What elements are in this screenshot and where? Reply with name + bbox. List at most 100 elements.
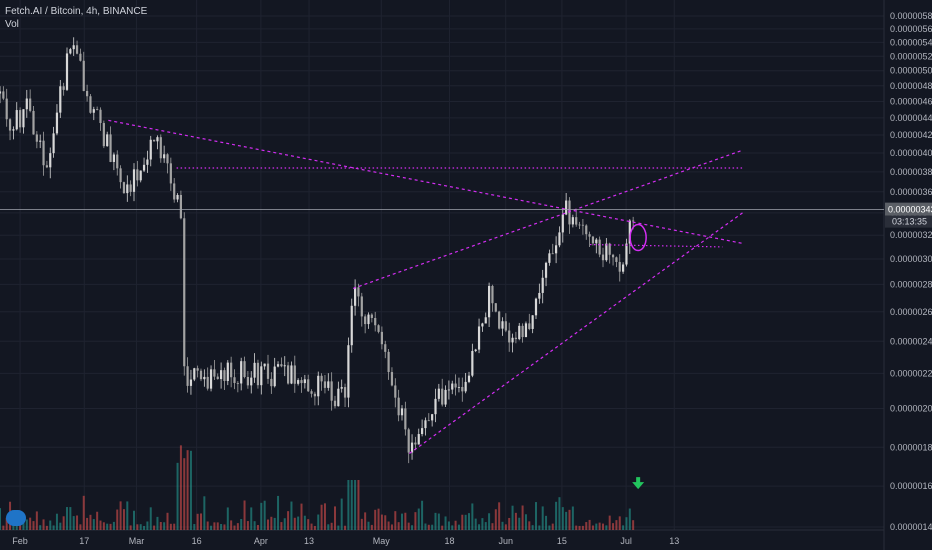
- candle-body: [19, 110, 22, 128]
- tradingview-logo-icon[interactable]: [6, 510, 26, 526]
- volume-bar: [571, 506, 574, 530]
- candle-body: [0, 91, 2, 94]
- volume-bar: [384, 515, 387, 530]
- highlight-ellipse[interactable]: [629, 223, 647, 252]
- volume-bar: [5, 517, 8, 530]
- candle-body: [89, 96, 92, 113]
- volume-bar: [233, 525, 236, 530]
- candle-body: [263, 363, 266, 367]
- x-tick-label: 13: [669, 536, 679, 546]
- volume-bar: [514, 512, 517, 530]
- volume-bar: [159, 521, 162, 530]
- volume-indicator-label[interactable]: Vol: [5, 19, 19, 30]
- candle-body: [169, 163, 172, 184]
- trendline-channel-bottom[interactable]: [409, 212, 743, 454]
- candle-body: [179, 194, 182, 219]
- candle-body: [397, 397, 400, 416]
- candle-body: [45, 165, 48, 168]
- volume-bar: [89, 514, 92, 530]
- candle-body: [360, 296, 363, 317]
- candle-body: [414, 442, 417, 445]
- candle-body: [528, 323, 531, 329]
- arrow-down-icon[interactable]: [632, 477, 645, 490]
- volume-bar: [166, 512, 169, 530]
- volume-bar: [431, 524, 434, 530]
- volume-bar: [488, 513, 491, 530]
- candle-body: [25, 98, 28, 110]
- volume-bar: [558, 497, 561, 530]
- candle-body: [253, 362, 256, 378]
- candle-body: [65, 53, 69, 90]
- volume-bar: [267, 519, 269, 530]
- volume-bar: [615, 520, 618, 530]
- volume-bar: [424, 523, 427, 530]
- candle-body: [223, 370, 226, 381]
- volume-bar: [598, 522, 601, 530]
- volume-bar: [297, 516, 300, 530]
- candle-body: [511, 337, 514, 343]
- candle-body: [189, 379, 193, 386]
- candle-body: [132, 169, 136, 192]
- volume-bar: [156, 516, 159, 530]
- candle-body: [518, 325, 521, 340]
- volume-bar: [508, 517, 511, 530]
- volume-bar: [32, 521, 35, 530]
- trendline-channel-top[interactable]: [352, 149, 743, 289]
- candle-body: [444, 389, 447, 405]
- volume-bar: [612, 523, 615, 530]
- volume-bar: [434, 512, 437, 530]
- volume-bar: [578, 525, 581, 530]
- volume-bar: [404, 512, 407, 530]
- candle-body: [72, 45, 75, 50]
- candle-body: [434, 398, 437, 415]
- volume-bar: [119, 501, 122, 530]
- candle-body: [364, 316, 367, 325]
- candle-body: [370, 314, 373, 318]
- volume-bar: [414, 512, 417, 530]
- volume-bar: [551, 523, 554, 530]
- volume-bar: [240, 519, 243, 530]
- volume-bar: [394, 511, 397, 530]
- candle-body: [618, 261, 621, 272]
- volume-bar: [96, 511, 99, 530]
- volume-bar: [357, 480, 360, 530]
- plot-area: [0, 0, 884, 530]
- volume-bar: [585, 522, 588, 530]
- countdown-label: 03:13:35: [892, 217, 927, 227]
- volume-bar: [491, 523, 494, 530]
- volume-bar: [468, 513, 470, 530]
- candle-body: [558, 232, 561, 246]
- candle-body: [521, 325, 524, 338]
- symbol-title[interactable]: Fetch.AI / Bitcoin, 4h, BINANCE: [5, 6, 148, 17]
- candle-body: [226, 362, 229, 381]
- volume-bar: [300, 503, 303, 530]
- candle-body: [116, 154, 119, 169]
- x-tick-label: 18: [445, 536, 455, 546]
- volume-bar: [628, 508, 631, 530]
- candle-body: [142, 164, 146, 171]
- volume-bar: [374, 509, 377, 530]
- volume-bar: [347, 480, 350, 530]
- candle-body: [447, 389, 450, 391]
- candle-body: [488, 285, 491, 318]
- candle-body: [538, 292, 541, 299]
- volume-bar: [106, 523, 109, 530]
- candle-body: [555, 245, 558, 254]
- candle-body: [216, 376, 219, 380]
- candle-body: [437, 388, 440, 399]
- candle-body: [303, 379, 306, 384]
- current-price-label: 0.00000343: [888, 205, 932, 215]
- candle-body: [42, 140, 45, 166]
- volume-bar: [481, 518, 484, 530]
- candle-body: [136, 169, 139, 181]
- candle-body: [246, 376, 249, 386]
- candle-body: [310, 391, 313, 394]
